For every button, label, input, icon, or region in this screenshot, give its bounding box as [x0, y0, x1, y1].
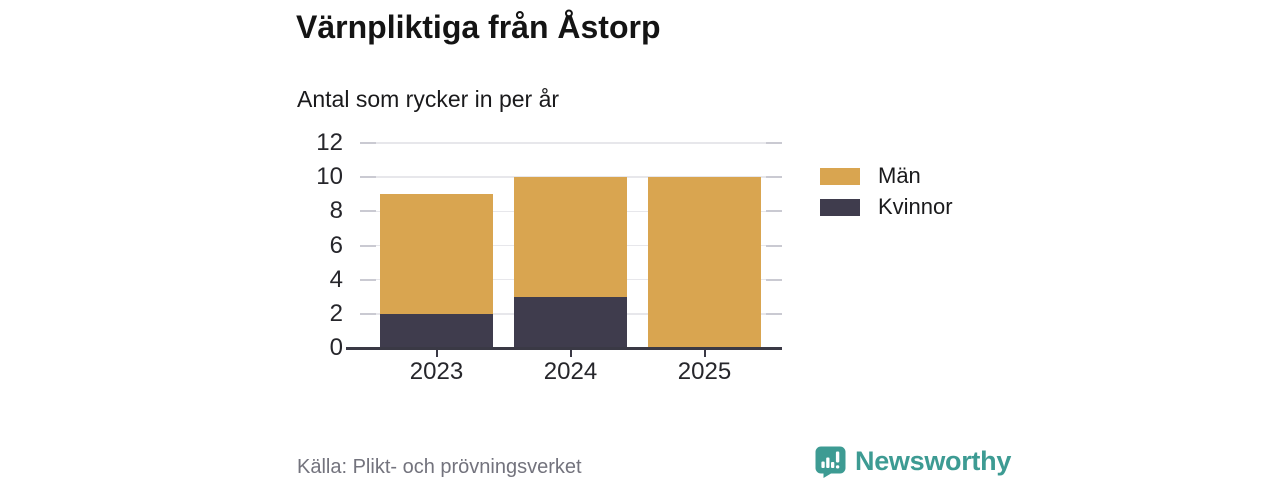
newsworthy-speech-bubble-barchart-icon	[815, 446, 846, 478]
legend-swatch	[820, 167, 860, 185]
y-axis-tick-label: 12	[316, 129, 343, 156]
y-gridline	[360, 142, 782, 144]
x-axis-tick-label: 2023	[409, 358, 464, 385]
y-tick-mark	[360, 244, 376, 247]
y-tick-mark	[360, 176, 376, 179]
source-note: Källa: Plikt- och prövningsverket	[297, 456, 582, 478]
bar-segment-kvinnor	[514, 296, 627, 348]
x-axis-line	[346, 347, 782, 350]
bar-segment-män	[380, 194, 493, 314]
legend-label: Kvinnor	[878, 194, 953, 219]
brand-logo: Newsworthy	[814, 444, 1011, 478]
y-tick-mark	[360, 142, 376, 144]
x-tick-mark	[569, 349, 572, 357]
y-tick-mark	[766, 244, 782, 247]
x-axis-tick-label: 2025	[677, 358, 732, 385]
y-tick-mark	[766, 176, 782, 179]
legend-item-män: Män	[820, 163, 953, 188]
bar-segment-kvinnor	[380, 313, 493, 348]
y-axis-tick-label: 8	[329, 197, 343, 225]
legend: Män Kvinnor	[820, 163, 953, 219]
y-axis-tick-label: 4	[329, 265, 343, 293]
y-axis-tick-label: 6	[329, 231, 343, 259]
y-tick-mark	[360, 278, 376, 281]
legend-item-kvinnor: Kvinnor	[820, 194, 953, 219]
y-axis-tick-label: 2	[329, 299, 343, 327]
y-tick-mark	[360, 312, 376, 315]
y-tick-mark	[766, 312, 782, 315]
legend-swatch	[820, 198, 860, 216]
y-tick-mark	[360, 210, 376, 213]
x-tick-mark	[703, 349, 706, 357]
x-axis-tick-label: 2024	[543, 358, 598, 385]
chart-title: Värnpliktiga från Åstorp	[296, 9, 661, 45]
y-axis-tick-label: 0	[329, 334, 343, 361]
legend-label: Män	[878, 163, 921, 188]
y-axis-tick-label: 10	[316, 163, 343, 191]
y-tick-mark	[766, 278, 782, 281]
bar-segment-män	[648, 177, 761, 348]
brand-wordmark: Newsworthy	[855, 445, 1012, 476]
y-tick-mark	[766, 142, 782, 144]
bar-segment-män	[514, 177, 627, 297]
x-tick-mark	[435, 349, 438, 357]
chart-subtitle: Antal som rycker in per år	[297, 86, 560, 112]
y-tick-mark	[766, 210, 782, 213]
